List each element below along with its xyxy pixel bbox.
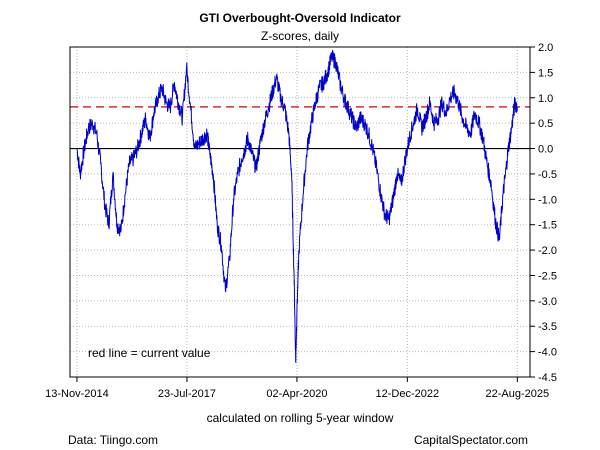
x-axis: 13-Nov-2014 23-Jul-2017 02-Apr-2020 12-Dec-… (45, 377, 549, 400)
y-tick-label: 1.5 (538, 67, 553, 79)
x-tick-label: 13-Nov-2014 (45, 388, 109, 400)
y-tick-label: -3.5 (538, 321, 557, 333)
y-tick-label: 1.0 (538, 93, 553, 105)
y-tick-label: -2.5 (538, 270, 557, 282)
reference-lines (70, 106, 530, 150)
y-axis: 2.0 1.5 1.0 0.5 0.0 -0.5 -1.0 -1.5 -2.0 -2.5 -3.0 -… (530, 42, 557, 384)
x-tick-label: 02-Apr-2020 (266, 388, 327, 400)
plot-border (69, 46, 531, 378)
x-axis-label: calculated on rolling 5-year window (207, 411, 394, 425)
y-tick-label: -4.5 (538, 372, 557, 384)
grid-layer (70, 46, 530, 378)
annotation-text: red line = current value (88, 346, 211, 360)
footer-brand: CapitalSpectator.com (413, 433, 528, 447)
chart-title: GTI Overbought-Oversold Indicator (199, 11, 401, 25)
y-tick-label: -2.0 (538, 245, 557, 257)
x-tick-label: 23-Jul-2017 (158, 388, 216, 400)
y-tick-label: 0.5 (538, 118, 553, 130)
footer-data-source: Data: Tiingo.com (68, 433, 159, 447)
y-tick-label: 2.0 (538, 42, 553, 54)
y-tick-label: -3.0 (538, 296, 557, 308)
y-tick-label: -1.5 (538, 220, 557, 232)
x-tick-label: 22-Aug-2025 (486, 388, 550, 400)
series-layer (76, 49, 518, 363)
x-tick-label: 12-Dec-2022 (376, 388, 440, 400)
y-tick-label: 0.0 (538, 144, 553, 156)
series-line (76, 49, 518, 363)
y-tick-label: -4.0 (538, 347, 557, 359)
y-tick-label: -0.5 (538, 169, 557, 181)
y-tick-label: -1.0 (538, 194, 557, 206)
chart-subtitle: Z-scores, daily (261, 29, 339, 43)
